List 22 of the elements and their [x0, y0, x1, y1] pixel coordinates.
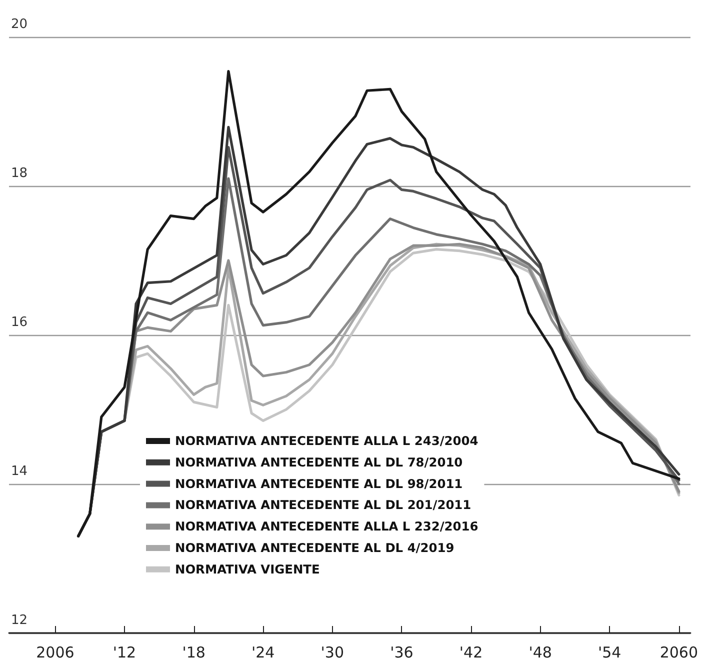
x-tick-label: '12 — [112, 644, 136, 662]
y-tick-label: 20 — [11, 17, 28, 32]
legend-label: NORMATIVA ANTECEDENTE AL DL 78/2010 — [175, 455, 463, 470]
y-tick-label: 16 — [11, 315, 28, 330]
legend-label: NORMATIVA ANTECEDENTE AL DL 201/2011 — [175, 498, 472, 512]
x-tick-label: '30 — [320, 644, 344, 662]
y-tick-label: 14 — [11, 464, 28, 479]
x-tick-label: '42 — [459, 644, 483, 662]
x-tick-label: 2006 — [36, 644, 74, 662]
legend-label: NORMATIVA ANTECEDENTE ALLA L 232/2016 — [175, 520, 478, 534]
x-tick-label: '24 — [251, 644, 275, 662]
legend-label: NORMATIVA ANTECEDENTE AL DL 98/2011 — [175, 476, 463, 491]
x-tick-label: 2060 — [660, 644, 698, 662]
legend-label: NORMATIVA ANTECEDENTE AL DL 4/2019 — [175, 541, 454, 555]
x-tick-label: '48 — [528, 644, 552, 662]
x-tick-label: '36 — [390, 644, 414, 662]
x-tick-label: '18 — [182, 644, 206, 662]
legend-label: NORMATIVA ANTECEDENTE ALLA L 243/2004 — [175, 434, 478, 448]
x-tick-label: '54 — [598, 644, 622, 662]
legend-label: NORMATIVA VIGENTE — [175, 562, 320, 576]
y-tick-label: 18 — [11, 166, 28, 181]
y-tick-label: 12 — [11, 613, 28, 628]
